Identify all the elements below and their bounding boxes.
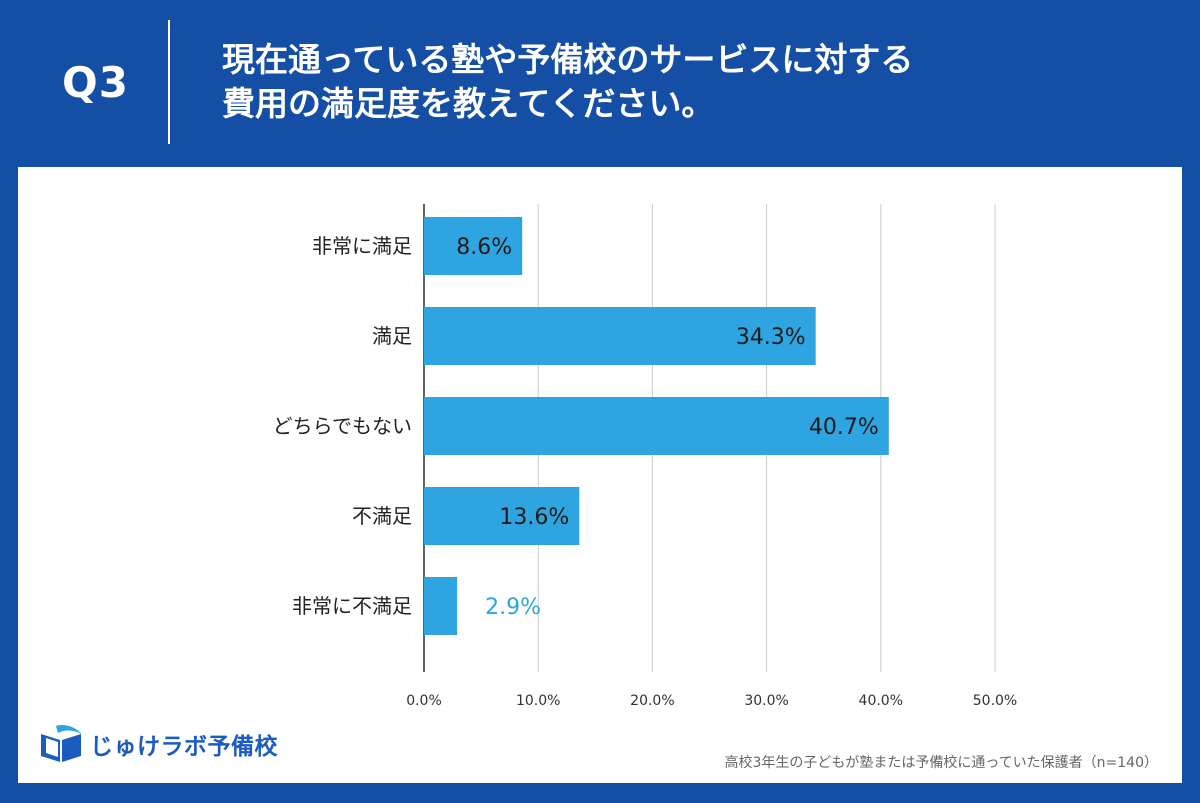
category-label: どちらでもない: [273, 414, 412, 438]
bar-chart: 0.0% 10.0% 20.0% 30.0% 40.0% 50.0% 非常に満足 8.6% 満足…: [273, 204, 1017, 709]
x-tick-label: 0.0%: [406, 693, 442, 709]
brand-logo: じゅけラボ予備校: [38, 722, 278, 766]
data-label: 40.7%: [809, 415, 879, 440]
category-label: 非常に不満足: [292, 594, 412, 618]
data-label: 2.9%: [485, 595, 541, 620]
x-tick-label: 50.0%: [973, 693, 1017, 709]
bar: [424, 217, 523, 275]
question-title: 現在通っている塾や予備校のサービスに対する 費用の満足度を教えてください。: [222, 38, 1122, 126]
category-label: 満足: [372, 324, 412, 348]
bar: [424, 307, 816, 365]
bar: [424, 577, 458, 635]
chart-panel: 0.0% 10.0% 20.0% 30.0% 40.0% 50.0% 非常に満足 8.6% 満足…: [18, 167, 1182, 783]
question-number: Q3: [62, 58, 129, 107]
brand-name: じゅけラボ予備校: [90, 734, 278, 760]
question-title-line-2: 費用の満足度を教えてください。: [222, 84, 715, 123]
x-tick-label: 10.0%: [516, 693, 560, 709]
x-tick-label: 20.0%: [630, 693, 674, 709]
x-tick-label: 40.0%: [859, 693, 903, 709]
bar: [424, 397, 889, 455]
data-label: 13.6%: [499, 505, 569, 530]
category-label: 不満足: [352, 504, 412, 528]
bar: [424, 487, 580, 545]
category-label: 非常に満足: [312, 234, 412, 258]
footnote: 高校3年生の子どもが塾または予備校に通っていた保護者（n=140）: [724, 755, 1158, 771]
open-book-icon: [41, 724, 82, 762]
data-label: 34.3%: [736, 325, 806, 350]
data-label: 8.6%: [456, 235, 512, 260]
header-divider: [168, 20, 170, 144]
x-tick-label: 30.0%: [744, 693, 788, 709]
question-title-line-1: 現在通っている塾や予備校のサービスに対する: [222, 40, 914, 79]
